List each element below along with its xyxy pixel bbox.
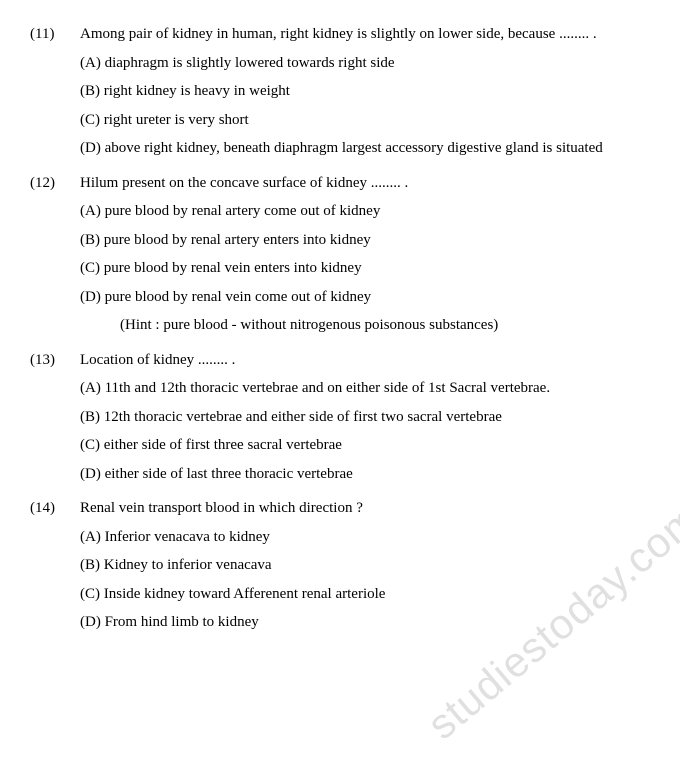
question-12: (12) Hilum present on the concave surfac… bbox=[30, 169, 650, 340]
hint-text: (Hint : pure blood - without nitrogenous… bbox=[120, 311, 650, 340]
option-c: (C) pure blood by renal vein enters into… bbox=[80, 254, 650, 283]
question-11: (11) Among pair of kidney in human, righ… bbox=[30, 20, 650, 163]
question-text: Among pair of kidney in human, right kid… bbox=[80, 20, 650, 49]
question-14: (14) Renal vein transport blood in which… bbox=[30, 494, 650, 637]
question-text: Location of kidney ........ . bbox=[80, 346, 650, 375]
option-b: (B) pure blood by renal artery enters in… bbox=[80, 226, 650, 255]
option-d: (D) From hind limb to kidney bbox=[80, 608, 650, 637]
option-b: (B) right kidney is heavy in weight bbox=[80, 77, 650, 106]
question-number: (12) bbox=[30, 169, 80, 198]
option-a: (A) pure blood by renal artery come out … bbox=[80, 197, 650, 226]
option-d: (D) either side of last three thoracic v… bbox=[80, 460, 650, 489]
question-number: (14) bbox=[30, 494, 80, 523]
option-c: (C) Inside kidney toward Afferenent rena… bbox=[80, 580, 650, 609]
option-a: (A) Inferior venacava to kidney bbox=[80, 523, 650, 552]
option-b: (B) Kidney to inferior venacava bbox=[80, 551, 650, 580]
question-number: (11) bbox=[30, 20, 80, 49]
option-a: (A) diaphragm is slightly lowered toward… bbox=[80, 49, 650, 78]
option-d: (D) pure blood by renal vein come out of… bbox=[80, 283, 650, 312]
question-text: Hilum present on the concave surface of … bbox=[80, 169, 650, 198]
option-a: (A) 11th and 12th thoracic vertebrae and… bbox=[80, 374, 650, 403]
question-13: (13) Location of kidney ........ . (A) 1… bbox=[30, 346, 650, 489]
option-c: (C) right ureter is very short bbox=[80, 106, 650, 135]
question-text: Renal vein transport blood in which dire… bbox=[80, 494, 650, 523]
question-number: (13) bbox=[30, 346, 80, 375]
option-c: (C) either side of first three sacral ve… bbox=[80, 431, 650, 460]
option-d: (D) above right kidney, beneath diaphrag… bbox=[80, 134, 650, 163]
option-b: (B) 12th thoracic vertebrae and either s… bbox=[80, 403, 650, 432]
